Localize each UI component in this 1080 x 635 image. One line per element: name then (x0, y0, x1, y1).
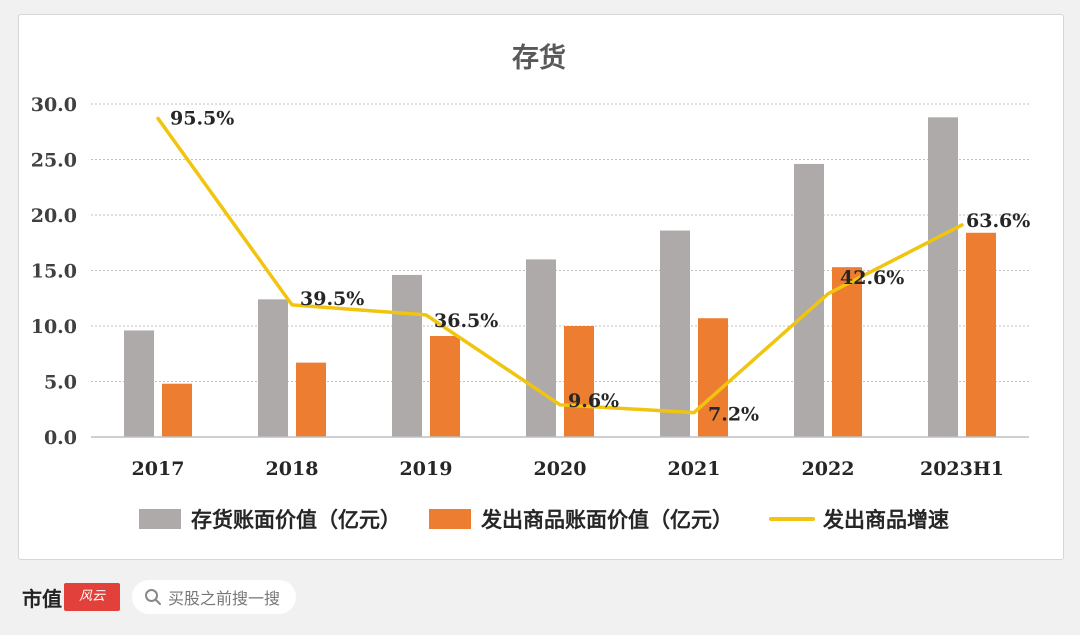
x-tick-label: 2021 (668, 458, 721, 480)
legend-swatch (429, 509, 471, 529)
footer-bar: 市值 风云 买股之前搜一搜 (22, 578, 297, 616)
legend-label: 发出商品账面价值（亿元） (480, 508, 733, 532)
search-placeholder: 买股之前搜一搜 (168, 589, 281, 608)
bar-inventory (258, 299, 288, 437)
bar-goods-shipped (162, 383, 192, 437)
y-tick-label: 5.0 (44, 372, 77, 394)
search-box[interactable]: 买股之前搜一搜 (132, 580, 297, 614)
y-tick-label: 15.0 (31, 261, 77, 283)
search-icon (145, 589, 161, 605)
bar-goods-shipped (564, 326, 594, 437)
x-tick-label: 2020 (534, 458, 587, 480)
x-tick-label: 2022 (802, 458, 855, 480)
bar-goods-shipped (430, 335, 460, 437)
bar-goods-shipped (966, 232, 996, 437)
legend-swatch (139, 509, 181, 529)
data-label: 95.5% (170, 107, 234, 129)
y-tick-label: 0.0 (44, 427, 77, 449)
y-tick-label: 30.0 (31, 94, 77, 116)
chart-title: 存货 (512, 42, 566, 74)
data-label: 36.5% (434, 310, 498, 332)
bar-inventory (124, 330, 154, 437)
growth-line (156, 116, 964, 415)
x-tick-label: 2018 (266, 458, 319, 480)
legend-label: 发出商品增速 (822, 508, 949, 532)
bar-inventory (526, 259, 556, 437)
data-label: 42.6% (840, 267, 904, 289)
y-tick-label: 20.0 (31, 205, 77, 227)
legend: 存货账面价值（亿元） 发出商品账面价值（亿元） 发出商品增速 (139, 508, 949, 532)
y-tick-label: 25.0 (31, 150, 77, 172)
bar-inventory (660, 230, 690, 437)
x-tick-label: 2017 (132, 458, 185, 480)
data-label: 63.6% (966, 210, 1030, 232)
bar-goods-shipped (832, 267, 862, 437)
brand-logo-icon: 风云 (64, 583, 120, 611)
chart-card: 存货 95.5% 39.5% 36.5% 9.6% 7.2% 42.6% 63.6% 0.0… (18, 14, 1064, 560)
data-label: 39.5% (300, 288, 364, 310)
data-label: 9.6% (568, 390, 619, 412)
brand-name: 市值 (22, 586, 62, 611)
x-tick-label: 2019 (400, 458, 453, 480)
bar-inventory (392, 274, 422, 437)
chart: 存货 95.5% 39.5% 36.5% 9.6% 7.2% 42.6% 63.6% 0.0… (31, 42, 1031, 532)
bar-inventory (928, 117, 958, 437)
legend-label: 存货账面价值（亿元） (191, 508, 401, 532)
x-tick-label: 2023H1 (920, 458, 1004, 480)
bar-goods-shipped (698, 318, 728, 437)
y-tick-label: 10.0 (31, 316, 77, 338)
bar-goods-shipped (296, 362, 326, 437)
data-label: 7.2% (708, 404, 759, 426)
